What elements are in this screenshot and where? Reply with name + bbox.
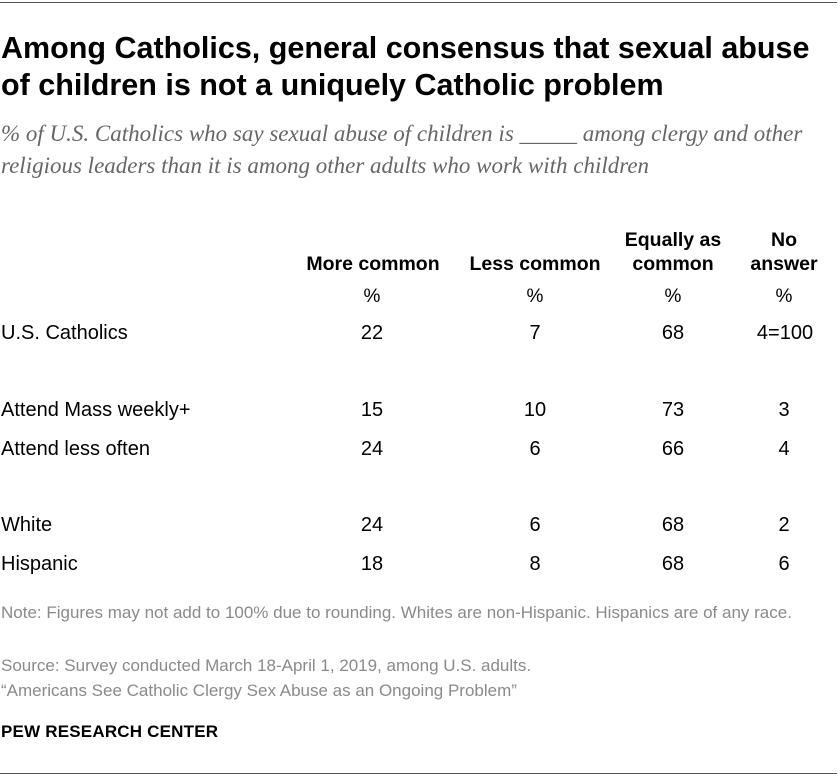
org-logo-text: PEW RESEARCH CENTER (1, 722, 219, 741)
cell-white-more-common: 24 (360, 514, 384, 536)
row-label-attend-less: Attend less often (1, 438, 150, 460)
cell-us-catholics-less-common: 7 (529, 322, 541, 344)
row-label-white: White (1, 514, 53, 536)
cell-attend-weekly-no-answer: 3 (778, 399, 790, 421)
cell-hispanic-less-common: 8 (529, 553, 541, 575)
header-line2: answer (750, 253, 818, 275)
header-line1 (460, 228, 610, 252)
cell-attend-weekly-less-common: 10 (523, 399, 547, 421)
note-text: Note: Figures may not add to 100% due to… (1, 603, 792, 622)
unit-label-equally-common: % (664, 286, 682, 307)
header-line2: More common (306, 253, 440, 275)
unit-label-less-common: % (526, 286, 544, 307)
cell-white-equally-common: 68 (661, 514, 685, 536)
cell-us-catholics-equally-common: 68 (661, 322, 685, 344)
column-header-less-common: Less common (460, 228, 610, 276)
cell-attend-less-no-answer: 4 (778, 438, 790, 460)
row-label-attend-weekly: Attend Mass weekly+ (1, 399, 191, 421)
row-label-us-catholics: U.S. Catholics (1, 322, 128, 344)
column-header-more-common: More common (297, 228, 449, 276)
cell-attend-weekly-more-common: 15 (360, 399, 384, 421)
header-line1: Equally as (624, 229, 722, 251)
report-title: “Americans See Catholic Clergy Sex Abuse… (1, 681, 517, 700)
row-label-hispanic: Hispanic (1, 553, 78, 575)
cell-white-no-answer: 2 (778, 514, 790, 536)
column-header-no-answer: No answer (729, 228, 839, 276)
cell-attend-weekly-equally-common: 73 (661, 399, 685, 421)
cell-attend-less-less-common: 6 (529, 438, 541, 460)
cell-us-catholics-no-answer: 4=100 (756, 322, 814, 344)
chart-title: Among Catholics, general consensus that … (1, 31, 810, 102)
cell-us-catholics-more-common: 22 (360, 322, 384, 344)
unit-label-more-common: % (363, 286, 381, 307)
cell-attend-less-more-common: 24 (360, 438, 384, 460)
header-line2: Less common (469, 253, 601, 275)
cell-hispanic-no-answer: 6 (778, 553, 790, 575)
source-text: Source: Survey conducted March 18-April … (1, 656, 532, 675)
cell-hispanic-equally-common: 68 (661, 553, 685, 575)
unit-label-no-answer: % (775, 286, 793, 307)
header-line2: common (632, 253, 714, 275)
header-line1: No (771, 229, 797, 251)
cell-white-less-common: 6 (529, 514, 541, 536)
top-rule (0, 2, 837, 3)
bottom-rule (0, 773, 837, 774)
header-line1 (297, 228, 449, 252)
chart-subtitle: % of U.S. Catholics who say sexual abuse… (1, 121, 803, 178)
column-header-equally-common: Equally as common (598, 228, 748, 276)
cell-hispanic-more-common: 18 (360, 553, 384, 575)
cell-attend-less-equally-common: 66 (661, 438, 685, 460)
